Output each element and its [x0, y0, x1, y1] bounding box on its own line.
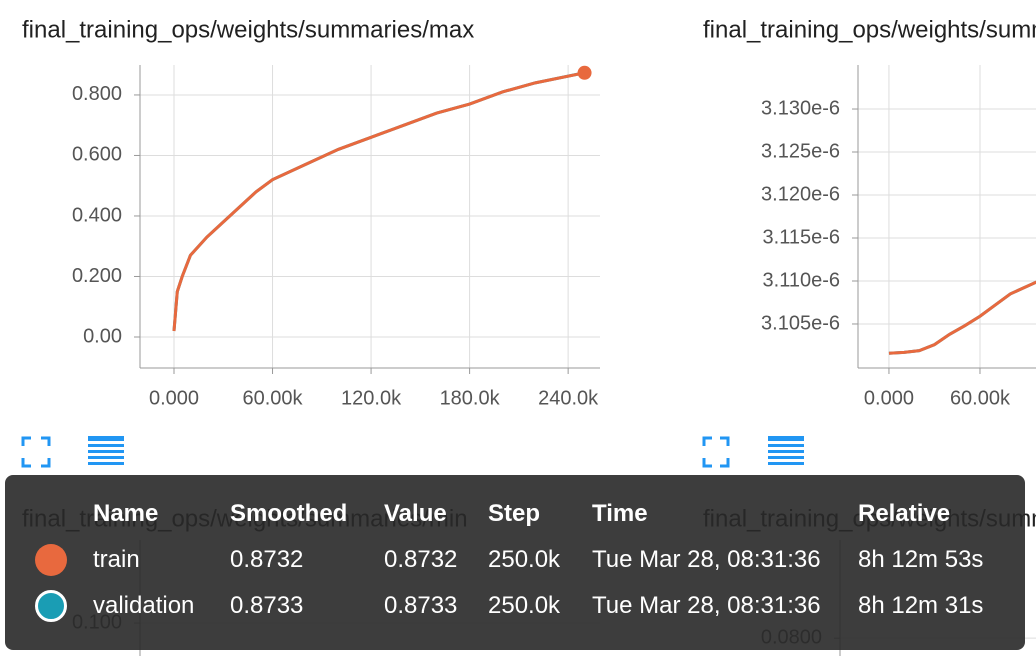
y-tick-label: 3.130e-6: [761, 97, 840, 119]
expand-button[interactable]: [21, 436, 51, 468]
y-tick-label: 3.105e-6: [761, 312, 840, 334]
cell: 8h 12m 53s: [858, 546, 984, 573]
column-header: Value: [384, 500, 447, 527]
y-tick-label: 0.400: [72, 204, 122, 226]
series-swatch: [35, 544, 67, 576]
cell: 0.8733: [230, 592, 304, 619]
y-tick-label: 0.800: [72, 83, 122, 105]
y-tick-label: 3.115e-6: [763, 226, 840, 248]
x-tick-label: 60.00k: [950, 387, 1011, 409]
chart-title: final_training_ops/weights/summaries/max: [22, 16, 474, 43]
column-header: Smoothed: [230, 500, 348, 527]
y-tick-label: 0.00: [83, 325, 122, 347]
expand-button[interactable]: [702, 436, 730, 468]
cell: 250.0k: [488, 592, 561, 619]
series-line: [888, 280, 1036, 355]
cell: validation: [93, 592, 195, 619]
series-line: [172, 71, 585, 332]
y-tick-label: 3.125e-6: [761, 140, 840, 162]
data-table-button[interactable]: [88, 436, 124, 465]
x-tick-label: 180.0k: [440, 387, 501, 409]
x-tick-label: 0.000: [149, 387, 199, 409]
x-tick-label: 0.000: [864, 387, 914, 409]
cell: 0.8733: [384, 592, 458, 619]
chart-title: final_training_ops/weights/summaries/mea…: [703, 16, 1036, 43]
tooltip: Name Smoothed Value Step Time Relative train 0.…: [5, 475, 1025, 650]
y-tick-label: 0.600: [72, 144, 122, 166]
hover-marker: [577, 65, 592, 80]
y-tick-label: 3.110e-6: [763, 269, 840, 291]
cell: Tue Mar 28, 08:31:36: [592, 592, 821, 619]
column-header: Relative: [858, 500, 951, 527]
column-header: Time: [592, 500, 648, 527]
cell: 0.8732: [230, 546, 304, 573]
cell: 250.0k: [488, 546, 561, 573]
cell: Tue Mar 28, 08:31:36: [592, 546, 821, 573]
series-swatch: [35, 590, 67, 622]
cell: 0.8732: [384, 546, 458, 573]
y-tick-label: 0.200: [72, 265, 122, 287]
x-tick-label: 60.00k: [243, 387, 304, 409]
column-header: Name: [93, 500, 159, 527]
y-tick-label: 3.120e-6: [761, 183, 840, 205]
cell: 8h 12m 31s: [858, 592, 984, 619]
series-line: [172, 71, 585, 332]
x-tick-label: 120.0k: [341, 387, 402, 409]
cell: train: [93, 546, 140, 573]
data-table-button[interactable]: [768, 436, 804, 465]
column-header: Step: [488, 500, 541, 527]
x-tick-label: 240.0k: [538, 387, 599, 409]
